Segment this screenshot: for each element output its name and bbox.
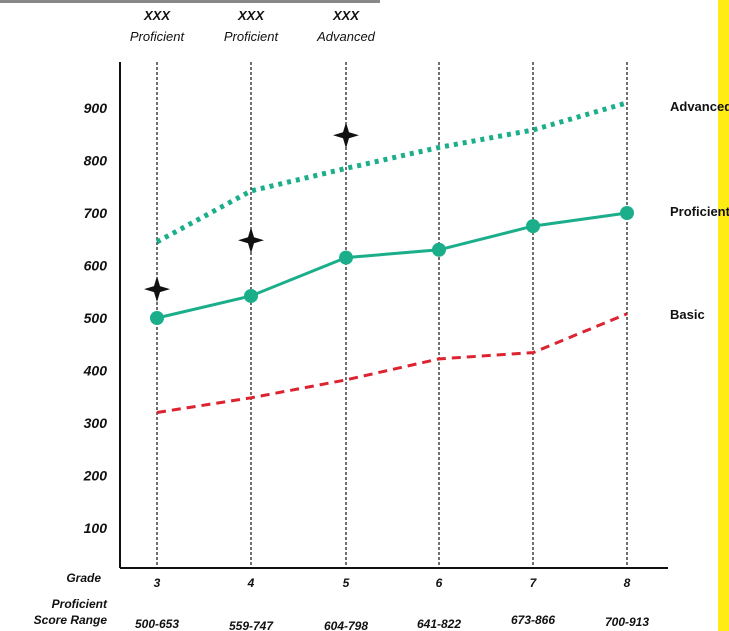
score-range-5: 604-798 (324, 619, 368, 631)
grade-label-8: 8 (624, 576, 631, 590)
y-tick-label-200: 200 (83, 468, 108, 484)
top-annotation-level-3: Proficient (130, 29, 186, 44)
top-annotation-level-4: Proficient (224, 29, 280, 44)
score-range-4: 559-747 (229, 619, 274, 631)
y-tick-labels: 100 200 300 400 500 600 700 800 900 (83, 100, 108, 536)
y-tick-label-400: 400 (83, 363, 108, 379)
top-annotations: XXX Proficient XXX Proficient XXX Advanced (130, 8, 376, 44)
marker-proficient-4 (244, 288, 258, 303)
proficient-markers (150, 206, 634, 325)
series-line-advanced (155, 100, 628, 245)
series-label-advanced: Advanced (670, 99, 729, 114)
marker-proficient-5 (339, 250, 353, 265)
y-tick-label-700: 700 (84, 205, 108, 221)
grade-label-5: 5 (343, 576, 350, 590)
grade-label-7: 7 (530, 576, 538, 590)
grade-label-4: 4 (247, 576, 255, 590)
range-axis-title-line1: Proficient (52, 597, 108, 611)
series-lines (155, 100, 628, 414)
y-tick-label-300: 300 (84, 415, 108, 431)
star-grade-4 (238, 227, 264, 254)
top-annotation-level-5: Advanced (316, 29, 376, 44)
top-annotation-bold-4: XXX (237, 8, 265, 23)
y-tick-label-100: 100 (84, 520, 108, 536)
score-range-3: 500-653 (135, 617, 179, 631)
y-tick-label-900: 900 (84, 100, 108, 116)
star-grade-3 (144, 276, 170, 303)
y-tick-label-600: 600 (84, 258, 108, 274)
yellow-edge-bar (718, 0, 729, 631)
grade-labels: 3 4 5 6 7 8 (154, 576, 631, 590)
marker-proficient-7 (526, 219, 540, 234)
star-grade-5 (333, 122, 359, 149)
grade-label-3: 3 (154, 576, 161, 590)
marker-proficient-6 (432, 242, 446, 257)
series-line-basic (156, 312, 628, 414)
score-range-labels: 500-653 559-747 604-798 641-822 673-866 700-9… (135, 613, 649, 631)
range-axis-title-line2: Score Range (34, 613, 108, 627)
cropped-header-remnant (0, 0, 380, 3)
top-annotation-bold-3: XXX (143, 8, 171, 23)
marker-proficient-8 (620, 206, 634, 220)
score-range-6: 641-822 (417, 617, 461, 631)
y-tick-label-800: 800 (84, 153, 108, 169)
score-range-8: 700-913 (605, 615, 649, 629)
top-annotation-bold-5: XXX (332, 8, 360, 23)
grade-label-6: 6 (436, 576, 443, 590)
student-score-stars (144, 122, 359, 303)
series-label-basic: Basic (670, 307, 705, 322)
series-label-proficient: Proficient (670, 204, 729, 219)
y-tick-label-500: 500 (84, 310, 108, 326)
grade-guide-lines (156, 62, 628, 568)
marker-proficient-3 (150, 311, 164, 325)
x-axis-title: Grade (66, 571, 101, 585)
series-labels: Advanced Proficient Basic (670, 99, 729, 322)
series-line-proficient (156, 211, 628, 320)
score-range-7: 673-866 (511, 613, 555, 627)
